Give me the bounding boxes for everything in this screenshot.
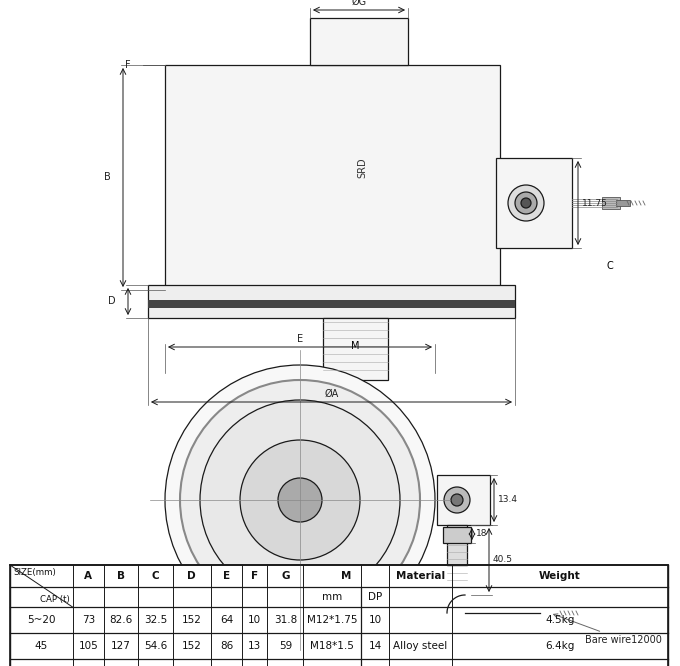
Text: G: G [281,571,290,581]
Text: 10: 10 [369,615,381,625]
Text: CAP (t): CAP (t) [39,595,69,604]
Text: C: C [607,261,613,271]
Bar [165,65,500,290]
Text: 86: 86 [220,641,233,651]
Text: D: D [187,571,196,581]
Bar [548,610,563,616]
Circle shape [165,365,435,635]
Text: 127: 127 [112,641,131,651]
Text: SIZE(mm): SIZE(mm) [13,568,56,577]
Circle shape [515,192,537,214]
Text: F: F [251,571,258,581]
Text: B: B [104,172,111,182]
Circle shape [521,198,531,208]
Circle shape [451,494,463,506]
Text: 73: 73 [82,615,95,625]
Circle shape [180,380,420,620]
Text: 105: 105 [78,641,98,651]
Bar [532,608,550,618]
Bar [447,525,467,595]
Bar [616,200,630,206]
Text: 45: 45 [35,641,48,651]
Text: 14: 14 [369,641,381,651]
Bar [496,158,572,248]
Text: 40.5: 40.5 [493,555,513,565]
Text: 6.4kg: 6.4kg [545,641,575,651]
Circle shape [240,440,360,560]
Text: M18*1.5: M18*1.5 [311,641,354,651]
Circle shape [508,185,544,221]
Text: Material: Material [396,571,445,581]
Text: 13.4: 13.4 [498,496,518,505]
Text: ØA: ØA [324,389,339,399]
Text: M12*1.75: M12*1.75 [307,615,358,625]
Text: B: B [117,571,125,581]
Text: 54.6: 54.6 [143,641,167,651]
Text: 32.5: 32.5 [143,615,167,625]
Text: SRD: SRD [358,157,367,178]
Text: Bare wire12000: Bare wire12000 [554,614,662,645]
Text: 64: 64 [220,615,233,625]
Circle shape [278,478,322,522]
Bar [148,285,515,318]
Text: ØG: ØG [352,0,367,7]
Text: 18: 18 [476,529,488,539]
Text: DP: DP [368,592,382,602]
Text: A: A [84,571,92,581]
Bar [437,475,490,525]
Text: 82.6: 82.6 [109,615,133,625]
Text: D: D [108,296,116,306]
Bar [443,527,471,543]
Bar [310,18,408,65]
Text: C: C [152,571,159,581]
Bar [10,565,668,666]
Bar [323,318,388,380]
Text: 59: 59 [279,641,292,651]
Text: Weight: Weight [539,571,581,581]
Bar [602,197,620,209]
Text: E: E [223,571,230,581]
Text: Alloy steel: Alloy steel [393,641,447,651]
Text: M: M [352,341,360,351]
Bar [148,300,515,308]
Text: M: M [341,571,352,581]
Circle shape [200,400,400,600]
Text: mm: mm [322,592,343,602]
Text: 10: 10 [248,615,261,625]
Text: E: E [297,334,303,344]
Text: 5~20: 5~20 [27,615,56,625]
Text: 152: 152 [182,615,201,625]
Text: 11.75: 11.75 [582,198,608,208]
Circle shape [444,487,470,513]
Text: 152: 152 [182,641,201,651]
Text: 4.5kg: 4.5kg [545,615,575,625]
Text: 13: 13 [248,641,261,651]
Text: F: F [125,60,131,70]
Bar [304,565,361,587]
Text: 31.8: 31.8 [274,615,297,625]
